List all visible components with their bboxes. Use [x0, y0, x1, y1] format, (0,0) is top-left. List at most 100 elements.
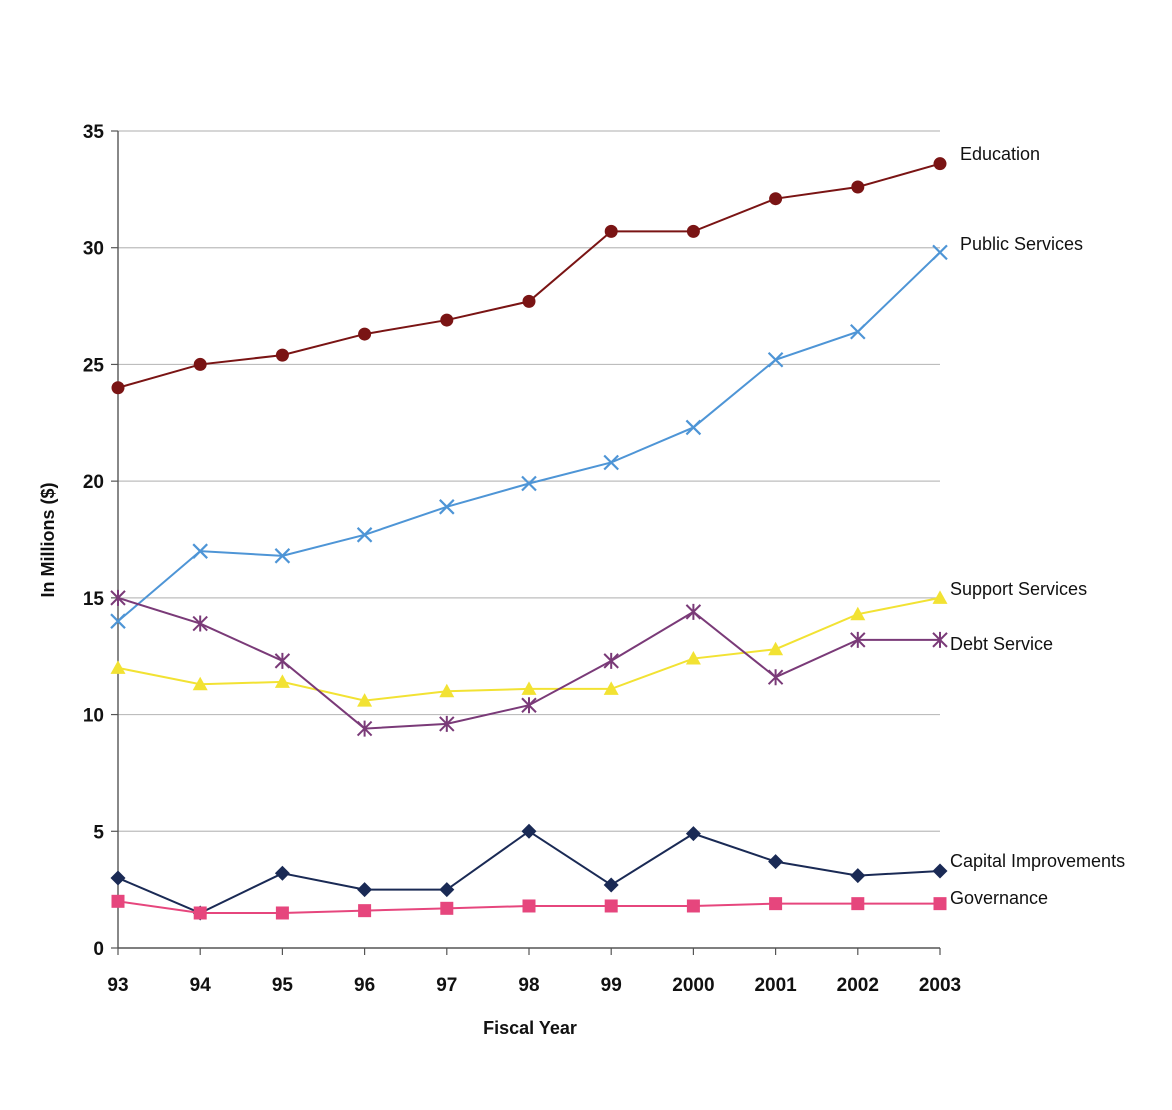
data-point-public-services [274, 548, 291, 564]
axes [111, 130, 941, 955]
y-tick-label: 5 [93, 822, 104, 843]
data-point-education [851, 180, 865, 194]
data-point-capital-improvements [603, 877, 619, 893]
y-tick-labels: 0 5 10 15 20 25 30 35 [83, 122, 105, 960]
x-tick-labels: 93 94 95 96 97 98 99 2000 2001 2002 2003 [107, 975, 961, 996]
data-point-debt-service [850, 631, 866, 648]
data-point-public-services [110, 613, 126, 629]
data-point-capital-improvements [850, 868, 866, 884]
x-tick-label: 2003 [919, 975, 961, 996]
data-point-education [522, 294, 536, 308]
series-governance [111, 894, 947, 920]
y-tick-label: 15 [83, 589, 105, 610]
data-point-debt-service [192, 615, 208, 632]
data-point-public-services [439, 499, 455, 515]
data-point-education [275, 348, 289, 362]
data-point-governance [851, 897, 865, 911]
x-tick-label: 98 [518, 975, 539, 996]
y-tick-label: 35 [83, 122, 105, 143]
data-point-capital-improvements [768, 854, 784, 870]
data-point-support-services [357, 693, 373, 707]
data-point-debt-service [685, 603, 702, 620]
data-point-capital-improvements [110, 870, 126, 886]
data-point-governance [522, 899, 536, 913]
x-tick-label: 2001 [754, 975, 797, 996]
series-label-capital-improvements: Capital Improvements [950, 851, 1125, 871]
series-label-education: Education [960, 144, 1040, 164]
data-point-public-services [603, 454, 619, 471]
data-point-support-services [439, 683, 455, 698]
x-tick-label: 97 [436, 975, 457, 996]
series-education [111, 157, 947, 395]
y-tick-label: 10 [83, 706, 104, 727]
y-tick-label: 25 [83, 355, 105, 376]
data-point-support-services [192, 676, 208, 691]
x-tick-label: 2002 [837, 975, 879, 996]
series-label-support-services: Support Services [950, 579, 1087, 599]
data-point-public-services [521, 475, 537, 492]
data-point-education [769, 192, 783, 206]
data-point-debt-service [110, 589, 126, 606]
gridlines [118, 130, 940, 832]
x-tick-label: 2000 [672, 975, 714, 996]
data-point-governance [769, 897, 783, 911]
data-point-education [686, 224, 700, 238]
series-layer [110, 157, 948, 921]
data-point-public-services [192, 543, 208, 559]
data-point-support-services [521, 681, 537, 695]
data-point-public-services [356, 527, 373, 543]
series-label-debt-service: Debt Service [950, 634, 1053, 654]
data-point-capital-improvements [685, 826, 701, 842]
data-point-capital-improvements [274, 865, 290, 881]
data-point-debt-service [767, 669, 784, 686]
y-axis-title: In Millions ($) [38, 482, 58, 597]
data-point-support-services [850, 606, 866, 621]
data-point-debt-service [603, 652, 619, 669]
data-point-governance [440, 901, 454, 915]
data-point-capital-improvements [521, 823, 537, 839]
data-point-governance [193, 906, 207, 920]
x-tick-label: 93 [107, 975, 128, 996]
data-point-support-services [274, 674, 290, 688]
data-point-governance [111, 894, 125, 908]
data-point-governance [358, 904, 372, 918]
data-point-debt-service [932, 631, 948, 648]
data-point-support-services [932, 590, 948, 604]
series-labels: Education Public Services Support Services… [950, 144, 1125, 908]
y-tick-label: 0 [93, 939, 104, 960]
data-point-debt-service [356, 720, 373, 737]
series-public-services [110, 244, 948, 629]
series-label-governance: Governance [950, 888, 1048, 908]
series-support-services [110, 590, 948, 707]
data-point-capital-improvements [439, 882, 455, 898]
data-point-debt-service [439, 715, 455, 732]
data-point-governance [933, 897, 947, 911]
data-point-support-services [685, 651, 701, 665]
x-tick-label: 96 [354, 975, 375, 996]
series-debt-service [110, 589, 948, 737]
data-point-governance [275, 906, 289, 920]
data-point-governance [604, 899, 618, 913]
data-point-education [111, 381, 125, 395]
data-point-education [604, 224, 618, 238]
x-tick-label: 95 [272, 975, 294, 996]
data-point-public-services [850, 323, 866, 340]
y-tick-label: 20 [83, 472, 104, 493]
data-point-public-services [932, 244, 948, 261]
data-point-education [440, 313, 454, 327]
data-point-public-services [767, 351, 784, 368]
data-point-debt-service [274, 652, 291, 669]
x-axis-title: Fiscal Year [483, 1018, 577, 1038]
data-point-capital-improvements [932, 863, 948, 879]
data-point-debt-service [521, 697, 537, 714]
data-point-support-services [603, 681, 619, 695]
series-label-public-services: Public Services [960, 234, 1083, 254]
data-point-education [933, 157, 947, 171]
data-point-support-services [768, 641, 784, 656]
data-point-public-services [685, 419, 702, 436]
x-tick-label: 94 [190, 975, 212, 996]
data-point-education [358, 327, 372, 341]
x-tick-label: 99 [601, 975, 622, 996]
